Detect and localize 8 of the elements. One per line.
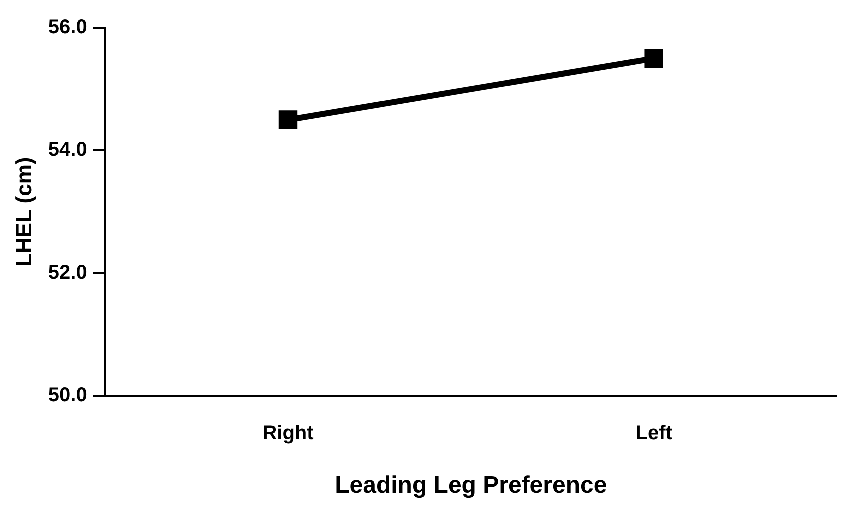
y-tick-label: 56.0 [48,16,88,39]
x-tick-label: Left [636,422,673,445]
x-tick-label: Right [262,422,314,445]
y-tick-label: 52.0 [48,262,88,284]
x-axis-title: Leading Leg Preference [335,472,608,500]
y-tick-label: 50.0 [48,384,88,407]
y-axis-title: LHEL (cm) [11,157,36,267]
y-tick-label: 54.0 [48,139,88,162]
